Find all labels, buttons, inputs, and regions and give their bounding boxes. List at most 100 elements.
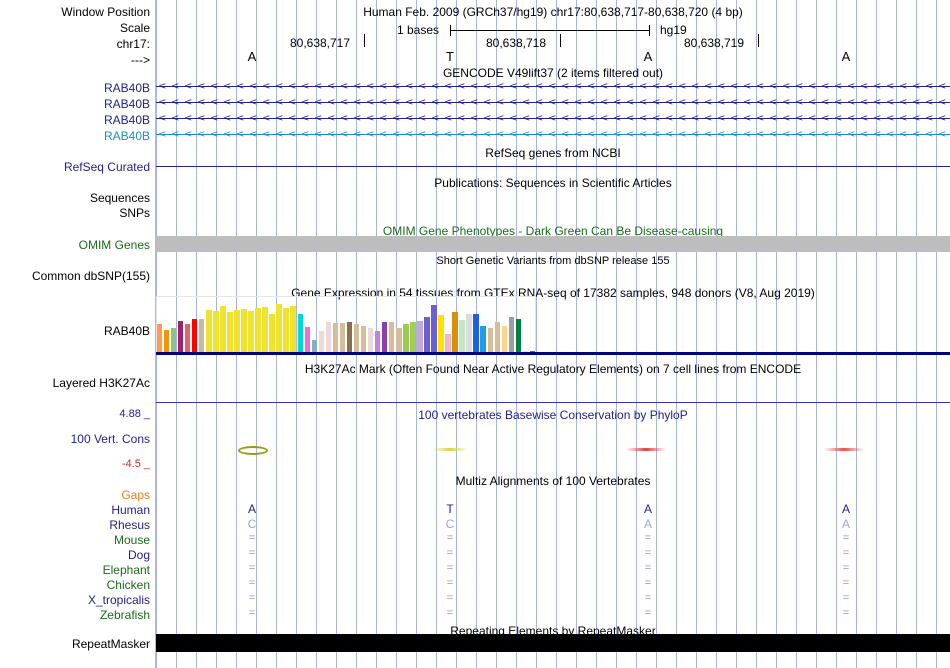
gtex-tissue-bar[interactable] <box>255 308 261 352</box>
gtex-tissue-bar[interactable] <box>262 307 268 352</box>
gtex-tissue-bar[interactable] <box>424 317 430 352</box>
label-omim-genes[interactable]: OMIM Genes <box>78 238 150 252</box>
gtex-tissue-bar[interactable] <box>473 314 479 352</box>
label-gaps[interactable]: Gaps <box>121 488 150 502</box>
gtex-tissue-bar[interactable] <box>198 319 205 352</box>
gtex-tissue-bar[interactable] <box>304 327 311 352</box>
strand-arrow-left-icon: < <box>665 97 674 108</box>
omim-gene-feature[interactable] <box>156 236 950 252</box>
gtex-tissue-bar[interactable] <box>466 314 472 352</box>
gencode-transcript-row[interactable]: < < < < < < < < < < < < < < < < < < < < < < < < < < < < < < < < < < < < < < < <… <box>156 129 950 141</box>
label-common-dbsnp[interactable]: Common dbSNP(155) <box>31 269 150 283</box>
repeatmasker-feature[interactable] <box>156 634 950 652</box>
gtex-tissue-bar[interactable] <box>367 328 374 352</box>
gencode-gene-label-0[interactable]: RAB40B <box>103 81 150 95</box>
label-snps[interactable]: SNPs <box>119 206 150 220</box>
strand-arrow-left-icon: < <box>366 81 375 92</box>
gencode-transcript-row[interactable]: < < < < < < < < < < < < < < < < < < < < < < < < < < < < < < < < < < < < < < < <… <box>156 81 950 93</box>
phylop-conservation-feature[interactable] <box>432 448 468 451</box>
gtex-tissue-bar[interactable] <box>445 334 451 352</box>
gtex-tissue-bar[interactable] <box>452 312 458 352</box>
gtex-tissue-bar[interactable] <box>494 322 501 352</box>
gtex-tissue-bar[interactable] <box>353 324 360 352</box>
gtex-tissue-bar[interactable] <box>381 322 388 352</box>
gencode-gene-label-3[interactable]: RAB40B <box>103 129 150 143</box>
label-rab40b-gtex[interactable]: RAB40B <box>103 324 150 338</box>
gtex-tissue-bar[interactable] <box>177 321 184 352</box>
gtex-tissue-bar[interactable] <box>431 305 437 352</box>
gtex-tissue-bar[interactable] <box>374 331 381 352</box>
gtex-tissue-bar[interactable] <box>206 310 212 352</box>
phylop-conservation-feature[interactable] <box>824 448 864 451</box>
gtex-tissue-bar[interactable] <box>276 304 282 352</box>
strand-arrow-left-icon: < <box>301 97 310 108</box>
strand-arrow-left-icon: < <box>600 81 609 92</box>
gtex-tissue-bar[interactable] <box>332 323 339 352</box>
gtex-tissue-bar[interactable] <box>290 306 296 352</box>
strand-arrow-left-icon: < <box>886 81 895 92</box>
gtex-tissue-bar[interactable] <box>501 326 508 352</box>
gtex-tissue-bar[interactable] <box>417 321 423 352</box>
gtex-tissue-bar[interactable] <box>234 310 240 352</box>
gencode-gene-label-2[interactable]: RAB40B <box>103 113 150 127</box>
multiz-species-label-rhesus[interactable]: Rhesus <box>109 518 150 532</box>
strand-arrow-left-icon: < <box>925 129 934 140</box>
label-strand-arrow: ---> <box>131 53 150 67</box>
label-repeatmasker[interactable]: RepeatMasker <box>71 637 150 651</box>
label-sequences[interactable]: Sequences <box>89 191 150 205</box>
gtex-tissue-bar[interactable] <box>191 319 198 352</box>
gencode-gene-label-1[interactable]: RAB40B <box>103 97 150 111</box>
multiz-species-label-chicken[interactable]: Chicken <box>106 578 150 592</box>
multiz-species-label-x_tropicalis[interactable]: X_tropicalis <box>87 593 150 607</box>
gtex-tissue-bar[interactable] <box>438 315 444 352</box>
phylop-conservation-feature[interactable] <box>626 448 666 451</box>
gtex-tissue-bar[interactable] <box>388 322 395 352</box>
gtex-tissue-bar[interactable] <box>220 306 226 352</box>
gtex-tissue-bar[interactable] <box>346 322 353 352</box>
gtex-tissue-bar[interactable] <box>241 309 247 352</box>
gtex-tissue-bar[interactable] <box>269 314 275 352</box>
gtex-tissue-bar[interactable] <box>325 322 332 352</box>
phylop-conservation-feature[interactable] <box>238 446 268 455</box>
strand-arrow-left-icon: < <box>808 113 817 124</box>
multiz-species-label-dog[interactable]: Dog <box>127 548 150 562</box>
label-refseq-curated[interactable]: RefSeq Curated <box>63 160 150 174</box>
gtex-tissue-bar[interactable] <box>480 326 486 352</box>
gtex-tissue-bar[interactable] <box>487 328 493 352</box>
multiz-species-label-human[interactable]: Human <box>111 503 150 517</box>
gtex-tissue-bar[interactable] <box>396 328 402 352</box>
gtex-tissue-bar[interactable] <box>410 322 416 352</box>
refseq-curated-line[interactable] <box>156 166 950 167</box>
strand-arrow-left-icon: < <box>704 129 713 140</box>
gtex-tissue-bar[interactable] <box>318 331 325 352</box>
gtex-tissue-bar[interactable] <box>170 328 177 352</box>
gtex-tissue-bar[interactable] <box>184 324 191 352</box>
strand-arrow-left-icon: < <box>444 81 453 92</box>
gtex-tissue-bar[interactable] <box>522 351 529 352</box>
strand-arrow-left-icon: < <box>470 81 479 92</box>
gtex-tissue-bar[interactable] <box>163 330 170 352</box>
label-layered-h3k27ac[interactable]: Layered H3K27Ac <box>52 376 150 390</box>
gtex-tissue-bar[interactable] <box>311 340 318 352</box>
gtex-tissue-bar[interactable] <box>508 317 515 352</box>
gtex-tissue-bar[interactable] <box>339 323 346 352</box>
multiz-species-label-elephant[interactable]: Elephant <box>102 563 150 577</box>
multiz-species-label-mouse[interactable]: Mouse <box>113 533 150 547</box>
gtex-tissue-bar[interactable] <box>360 326 367 352</box>
gtex-tissue-bar[interactable] <box>459 320 465 352</box>
gtex-tissue-bar[interactable] <box>403 324 409 352</box>
multiz-species-label-zebrafish[interactable]: Zebrafish <box>99 608 150 622</box>
gtex-tissue-bar[interactable] <box>213 311 219 352</box>
gtex-tissue-bar[interactable] <box>283 308 289 352</box>
gtex-tissue-bar[interactable] <box>515 319 522 352</box>
gencode-transcript-row[interactable]: < < < < < < < < < < < < < < < < < < < < < < < < < < < < < < < < < < < < < < < <… <box>156 97 950 109</box>
gtex-tissue-bar[interactable] <box>297 314 303 352</box>
label-100-vert-cons[interactable]: 100 Vert. Cons <box>70 432 150 446</box>
gtex-tissue-bar[interactable] <box>248 311 254 352</box>
gtex-expression-barchart[interactable] <box>156 300 536 352</box>
gencode-transcript-row[interactable]: < < < < < < < < < < < < < < < < < < < < < < < < < < < < < < < < < < < < < < < <… <box>156 113 950 125</box>
gtex-tissue-bar[interactable] <box>156 324 163 352</box>
gtex-tissue-bar[interactable] <box>227 312 233 352</box>
gtex-tissue-bar[interactable] <box>529 351 536 352</box>
